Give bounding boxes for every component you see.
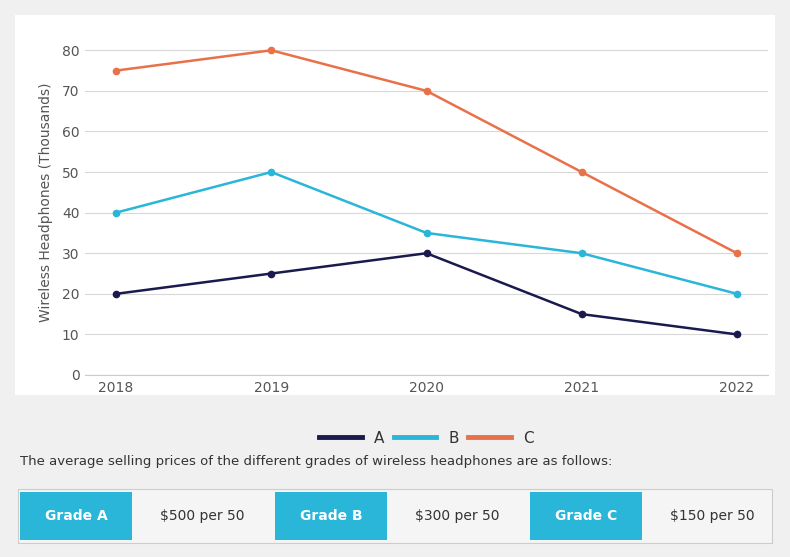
Text: $500 per 50: $500 per 50: [160, 509, 245, 523]
Text: Grade C: Grade C: [555, 509, 617, 523]
Text: Grade A: Grade A: [44, 509, 107, 523]
Text: The average selling prices of the different grades of wireless headphones are as: The average selling prices of the differ…: [20, 455, 612, 468]
Text: $300 per 50: $300 per 50: [416, 509, 500, 523]
Legend: A, B, C: A, B, C: [319, 431, 534, 446]
Y-axis label: Wireless Headphones (Thousands): Wireless Headphones (Thousands): [40, 83, 54, 323]
Text: Grade B: Grade B: [299, 509, 363, 523]
Bar: [15, 15, 775, 395]
Text: $150 per 50: $150 per 50: [670, 509, 754, 523]
